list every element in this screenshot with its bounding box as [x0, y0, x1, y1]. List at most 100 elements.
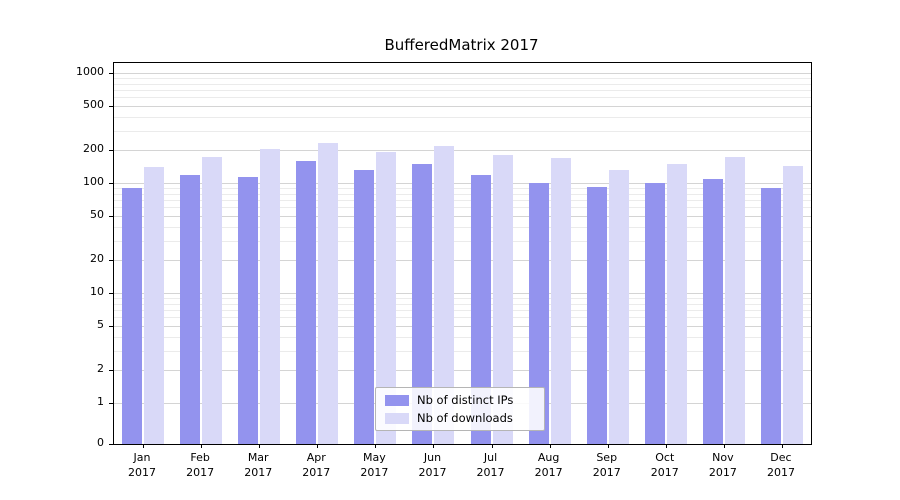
bar-distinct-ips [645, 183, 665, 444]
bar-downloads [551, 157, 571, 444]
bar-downloads [783, 166, 803, 444]
x-tick-label: May 2017 [360, 451, 389, 479]
bar-distinct-ips [529, 183, 549, 444]
major-gridline [114, 216, 811, 218]
bar-downloads [493, 155, 513, 444]
y-tick-mark [109, 259, 113, 261]
bar-distinct-ips [471, 175, 491, 444]
minor-gridline [114, 193, 811, 195]
major-gridline [114, 73, 811, 74]
x-tick-mark [724, 444, 725, 448]
legend-swatch-downloads [385, 412, 409, 424]
bar-downloads [725, 157, 745, 444]
y-tick-mark [109, 149, 113, 151]
y-tick-label: 1000 [76, 65, 104, 78]
legend-swatch-distinct-ips [385, 394, 409, 406]
minor-gridline [114, 200, 811, 202]
x-tick-label: Sep 2017 [592, 451, 621, 479]
bar-distinct-ips [412, 164, 432, 444]
minor-gridline [114, 116, 811, 118]
minor-gridline [114, 336, 811, 338]
major-gridline [114, 293, 811, 294]
bar-downloads [144, 166, 164, 444]
y-tick-mark [109, 106, 113, 108]
bar-distinct-ips [587, 186, 607, 444]
minor-gridline [114, 298, 811, 300]
y-tick-label: 1 [97, 395, 104, 408]
y-tick-label: 20 [90, 251, 104, 265]
bar-downloads [609, 170, 629, 444]
x-tick-mark [492, 444, 493, 448]
major-gridline [114, 259, 811, 261]
chart-title: BufferedMatrix 2017 [384, 36, 539, 54]
y-tick-label: 50 [90, 208, 104, 222]
y-tick-label: 5 [97, 318, 104, 332]
y-tick-mark [109, 403, 113, 404]
x-tick-mark [433, 444, 434, 448]
x-tick-label: Dec 2017 [766, 451, 795, 479]
minor-gridline [114, 78, 811, 80]
minor-gridline [114, 90, 811, 92]
y-tick-mark [109, 293, 113, 294]
bar-distinct-ips [296, 160, 316, 444]
x-tick-label: Feb 2017 [186, 451, 215, 479]
major-gridline [114, 149, 811, 151]
x-tick-label: Apr 2017 [302, 451, 331, 479]
x-tick-mark [259, 444, 260, 448]
minor-gridline [114, 226, 811, 228]
x-tick-label: Jul 2017 [476, 451, 505, 479]
legend-item-downloads: Nb of downloads [385, 411, 535, 425]
y-tick-label: 500 [83, 98, 104, 112]
y-tick-mark [109, 216, 113, 218]
minor-gridline [114, 317, 811, 319]
y-tick-label: 100 [83, 175, 104, 188]
x-tick-mark [782, 444, 783, 448]
minor-gridline [114, 310, 811, 312]
bar-downloads [318, 143, 338, 444]
y-tick-mark [109, 444, 113, 445]
y-tick-label: 2 [97, 361, 104, 375]
y-tick-label: 10 [90, 285, 104, 298]
x-tick-label: Mar 2017 [244, 451, 273, 479]
major-gridline [114, 183, 811, 184]
y-tick-mark [109, 183, 113, 184]
plot-area: Nb of distinct IPs Nb of downloads [109, 62, 812, 448]
legend: Nb of distinct IPs Nb of downloads [375, 387, 545, 431]
y-tick-mark [109, 369, 113, 371]
bar-downloads [434, 145, 454, 444]
legend-label-distinct-ips: Nb of distinct IPs [417, 393, 514, 407]
y-tick-mark [109, 73, 113, 74]
legend-item-distinct-ips: Nb of distinct IPs [385, 393, 535, 407]
bar-distinct-ips [761, 187, 781, 444]
x-tick-label: Jun 2017 [418, 451, 447, 479]
x-tick-label: Oct 2017 [650, 451, 679, 479]
bar-downloads [376, 152, 396, 444]
bar-distinct-ips [238, 177, 258, 444]
x-tick-label: Aug 2017 [534, 451, 563, 479]
x-tick-mark [143, 444, 144, 448]
x-tick-mark [317, 444, 318, 448]
x-tick-mark [550, 444, 551, 448]
bar-downloads [260, 148, 280, 444]
x-tick-mark [375, 444, 376, 448]
x-tick-mark [608, 444, 609, 448]
bar-distinct-ips [354, 170, 374, 444]
x-tick-mark [666, 444, 667, 448]
x-tick-label: Nov 2017 [708, 451, 737, 479]
minor-gridline [114, 240, 811, 242]
minor-gridline [114, 83, 811, 85]
minor-gridline [114, 188, 811, 190]
minor-gridline [114, 350, 811, 352]
minor-gridline [114, 97, 811, 99]
x-tick-mark [201, 444, 202, 448]
bar-distinct-ips [180, 175, 200, 444]
major-gridline [114, 326, 811, 328]
minor-gridline [114, 130, 811, 132]
bar-distinct-ips [122, 188, 142, 444]
x-tick-label: Jan 2017 [128, 451, 157, 479]
legend-label-downloads: Nb of downloads [417, 411, 513, 425]
y-tick-mark [109, 326, 113, 328]
major-gridline [114, 369, 811, 371]
major-gridline [114, 106, 811, 108]
